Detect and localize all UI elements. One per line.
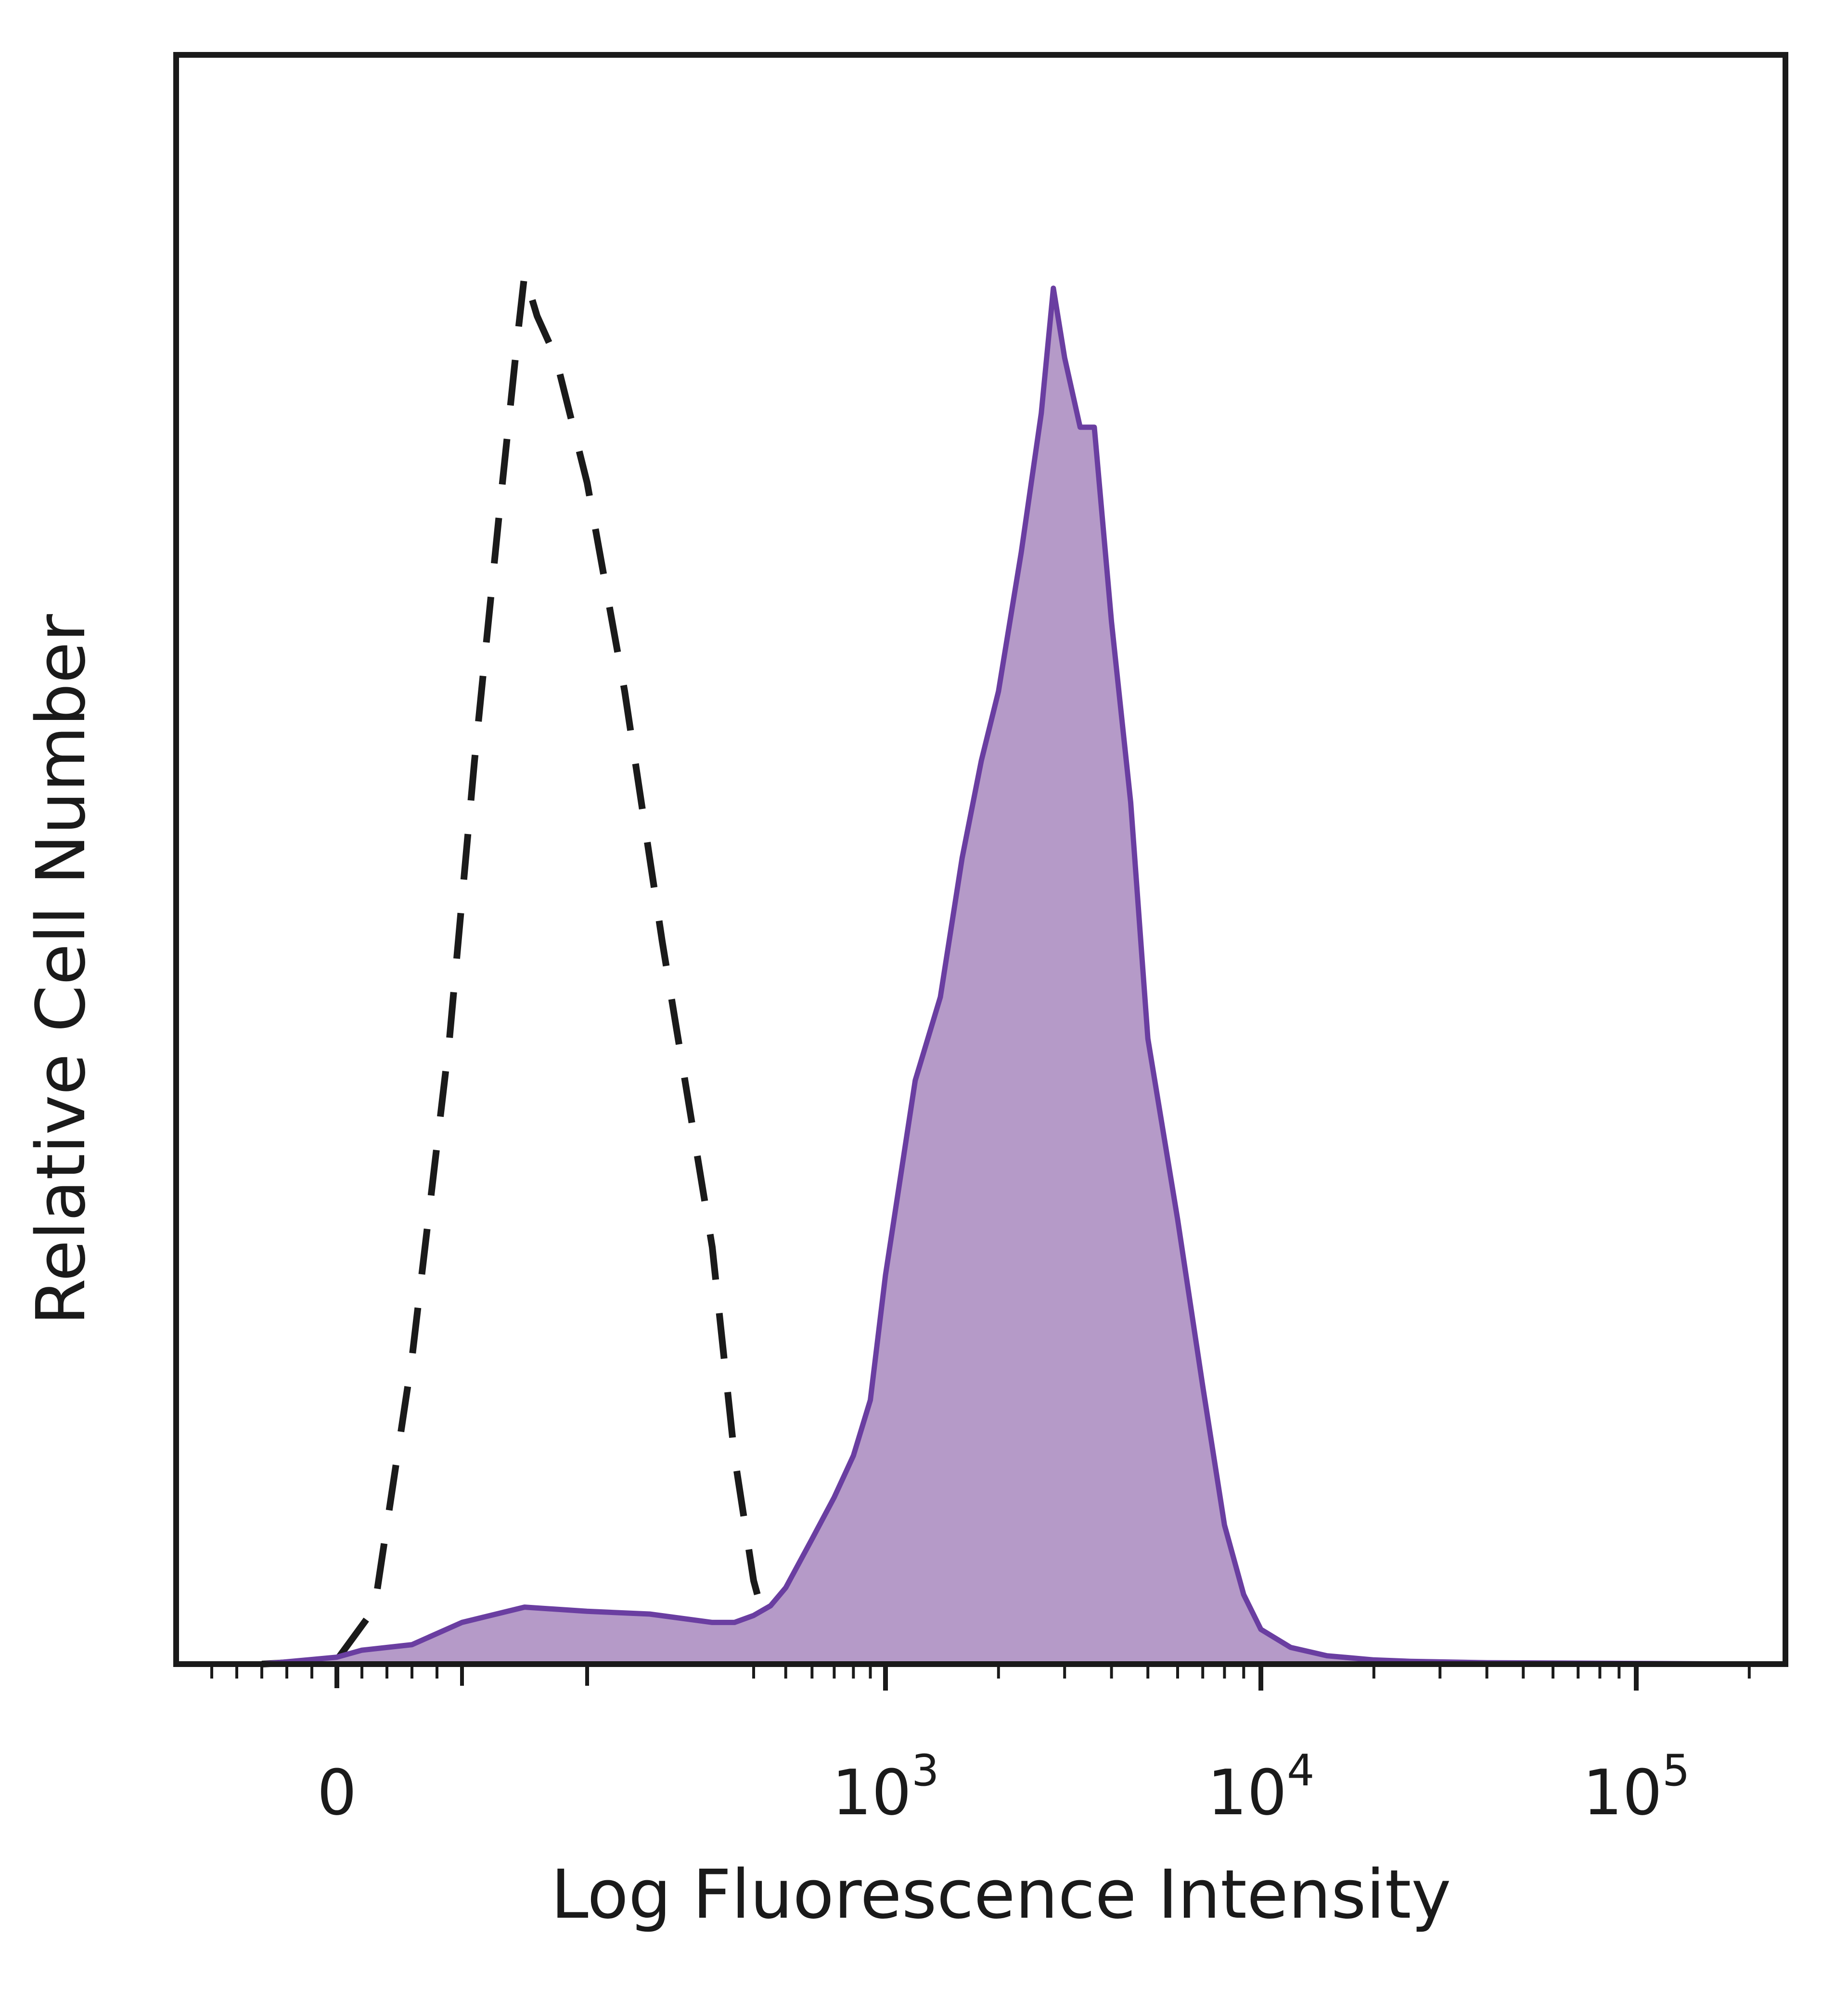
x-tick-label: 105 bbox=[1583, 1745, 1690, 1829]
stained-histogram-line bbox=[261, 285, 1749, 1667]
x-tick-label-exponent: 5 bbox=[1662, 1745, 1690, 1796]
x-tick-label: 104 bbox=[1207, 1745, 1315, 1829]
series-layer bbox=[261, 271, 1749, 1667]
x-tick-label-base: 10 bbox=[832, 1756, 911, 1829]
stained-histogram-fill bbox=[262, 288, 1749, 1665]
x-tick-label-base: 10 bbox=[1583, 1756, 1662, 1829]
x-tick-label-base: 10 bbox=[1207, 1756, 1287, 1829]
x-tick-label: 0 bbox=[317, 1756, 357, 1829]
x-tick-label-base: 0 bbox=[317, 1756, 357, 1829]
control-histogram-line bbox=[261, 271, 801, 1667]
x-tick-label-exponent: 3 bbox=[911, 1745, 939, 1796]
x-axis-title: Log Fluorescence Intensity bbox=[551, 1856, 1451, 1934]
plot-frame bbox=[173, 52, 1788, 1667]
x-tick-label-exponent: 4 bbox=[1287, 1745, 1314, 1796]
y-axis-title: Relative Cell Number bbox=[22, 614, 101, 1325]
x-tick-label: 103 bbox=[832, 1745, 939, 1829]
x-axis-tick-labels: 0 103 104 105 bbox=[317, 1745, 1690, 1829]
x-axis-ticks bbox=[210, 1664, 1751, 1691]
